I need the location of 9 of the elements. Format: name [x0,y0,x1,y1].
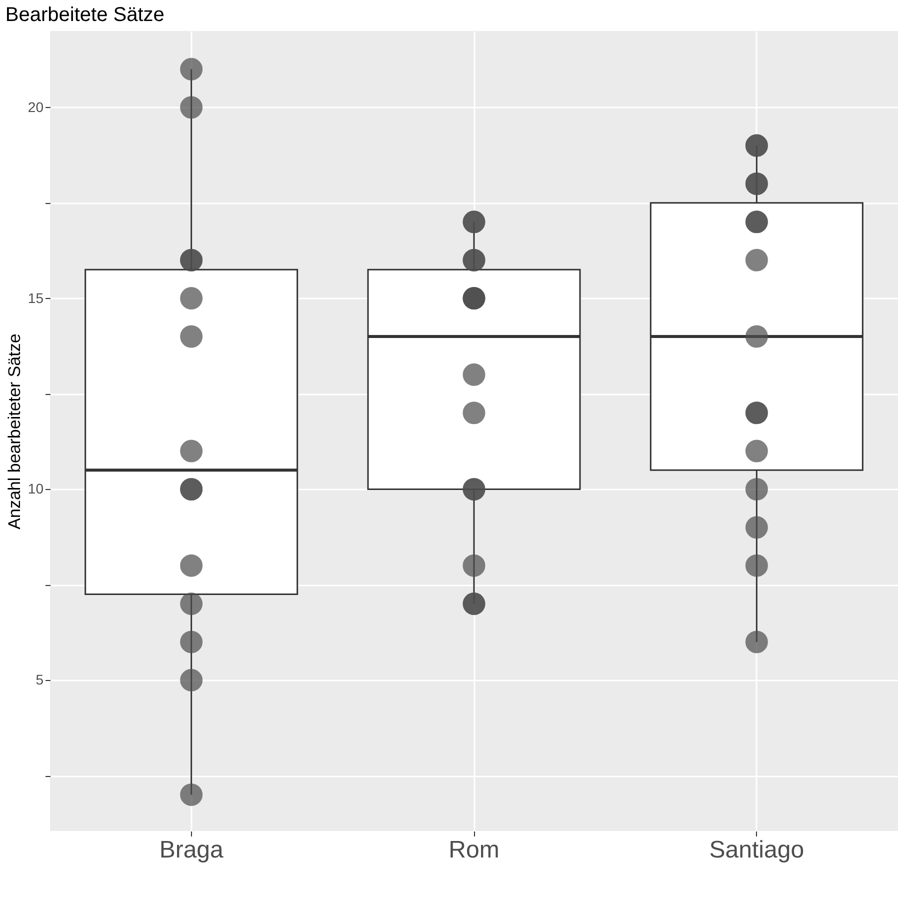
y-tick-label: 15 [28,290,44,306]
chart-title: Bearbeitete Sätze [5,4,164,26]
y-tick-label: 5 [36,672,44,688]
y-tick-label: 10 [28,480,44,497]
y-tick-label: 20 [28,98,44,115]
x-tick-label: Santiago [709,836,804,864]
x-tick-label: Braga [159,836,224,864]
y-axis-title: Anzahl bearbeiteter Sätze [4,334,24,530]
x-tick-label: Rom [448,836,500,864]
